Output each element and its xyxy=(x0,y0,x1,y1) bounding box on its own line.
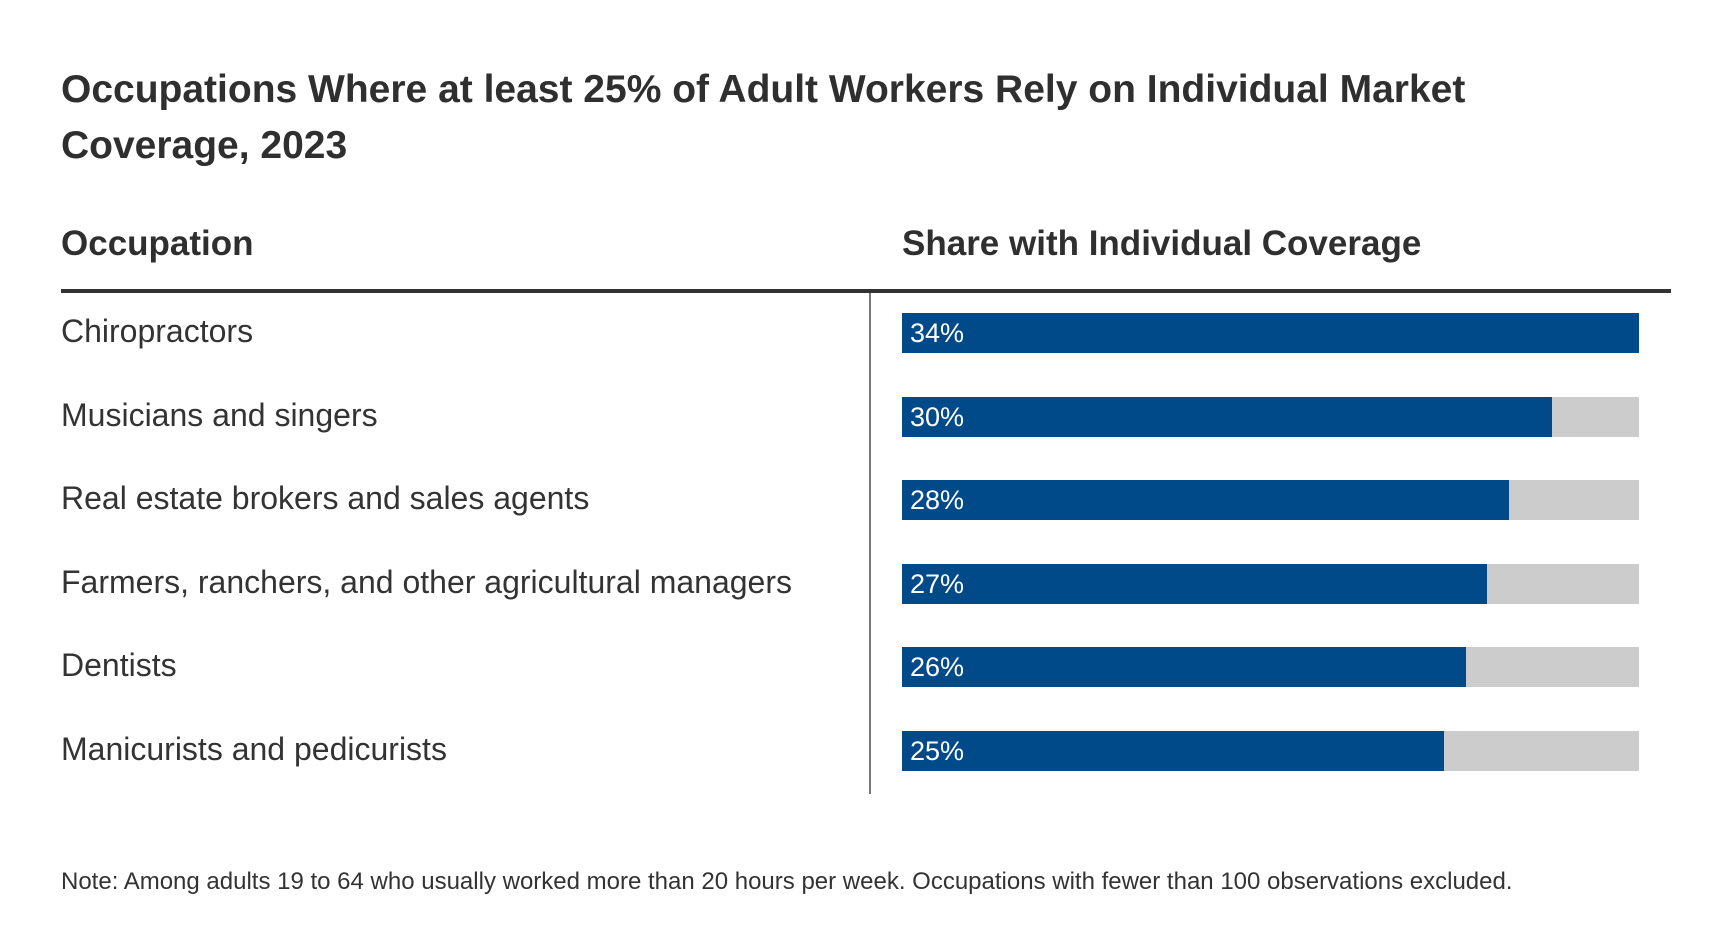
share-column-header: Share with Individual Coverage xyxy=(902,224,1422,263)
bar xyxy=(902,313,1639,353)
bar-track: 28% xyxy=(902,480,1639,520)
occupation-label: Musicians and singers xyxy=(61,397,378,433)
bar xyxy=(902,564,1487,604)
bar-value-label: 34% xyxy=(910,318,965,348)
bar-track: 30% xyxy=(902,397,1639,437)
bar-value-label: 28% xyxy=(910,485,965,515)
occupation-label: Farmers, ranchers, and other agricultura… xyxy=(61,564,792,600)
bar-track: 27% xyxy=(902,564,1639,604)
bar-track: 25% xyxy=(902,731,1639,771)
bar-value-label: 26% xyxy=(910,652,965,682)
bar-value-label: 30% xyxy=(910,402,965,432)
occupation-label: Dentists xyxy=(61,647,177,683)
column-divider xyxy=(869,293,871,794)
bar xyxy=(902,647,1466,687)
header-rule xyxy=(61,289,1671,293)
occupation-label: Manicurists and pedicurists xyxy=(61,731,447,767)
occupation-column-header: Occupation xyxy=(61,224,254,263)
occupation-label: Real estate brokers and sales agents xyxy=(61,480,590,516)
bar xyxy=(902,397,1552,437)
occupation-label: Chiropractors xyxy=(61,313,254,349)
bar xyxy=(902,480,1509,520)
bar-track: 26% xyxy=(902,647,1639,687)
bar-value-label: 25% xyxy=(910,736,965,766)
chart-note: Note: Among adults 19 to 64 who usually … xyxy=(61,868,1513,895)
bar xyxy=(902,731,1444,771)
bar-track: 34% xyxy=(902,313,1639,353)
bar-value-label: 27% xyxy=(910,569,965,599)
chart-title: Occupations Where at least 25% of Adult … xyxy=(61,68,1466,167)
